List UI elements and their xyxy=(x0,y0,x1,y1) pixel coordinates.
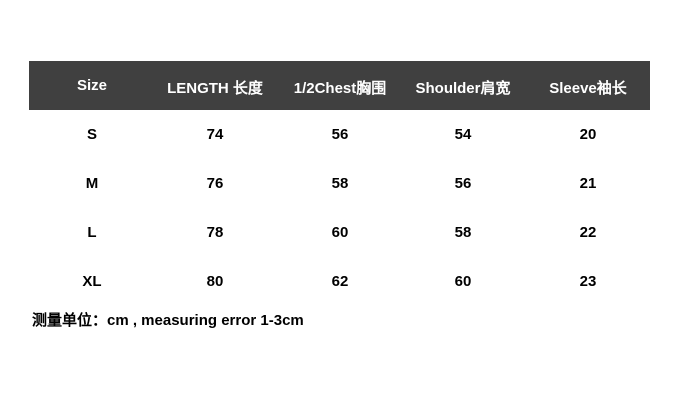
table-cell: 21 xyxy=(579,175,597,192)
column-header: 1/2Chest胸围 xyxy=(293,80,387,97)
table-cell: 76 xyxy=(206,175,224,192)
table-cell: 80 xyxy=(206,273,224,290)
table-header: Size LENGTH 长度 1/2Chest胸围 Shoulder肩宽 Sleeve袖… xyxy=(29,61,650,110)
table-cell: 60 xyxy=(454,273,472,290)
table-cell: L xyxy=(87,224,97,241)
table-cell: M xyxy=(85,175,99,192)
measurement-note: 测量单位：cm , measuring error 1-3cm xyxy=(32,312,304,329)
table-cell: 23 xyxy=(579,273,597,290)
table-cell: 58 xyxy=(331,175,349,192)
table-cell: 56 xyxy=(331,126,349,143)
table-cell: 56 xyxy=(454,175,472,192)
table-cell: 20 xyxy=(579,126,597,143)
column-header: Size xyxy=(76,77,107,94)
column-header: LENGTH 长度 xyxy=(167,80,263,97)
table-cell: 60 xyxy=(331,224,349,241)
table-cell: 74 xyxy=(206,126,224,143)
table-cell: 22 xyxy=(579,224,597,241)
column-header: Shoulder肩宽 xyxy=(415,80,511,97)
table-cell: XL xyxy=(82,273,102,290)
table-cell: 58 xyxy=(454,224,472,241)
table-cell: 78 xyxy=(206,224,224,241)
table-cell: 62 xyxy=(331,273,349,290)
table-cell: S xyxy=(86,126,97,143)
table-cell: 54 xyxy=(454,126,472,143)
column-header: Sleeve袖长 xyxy=(549,80,627,97)
